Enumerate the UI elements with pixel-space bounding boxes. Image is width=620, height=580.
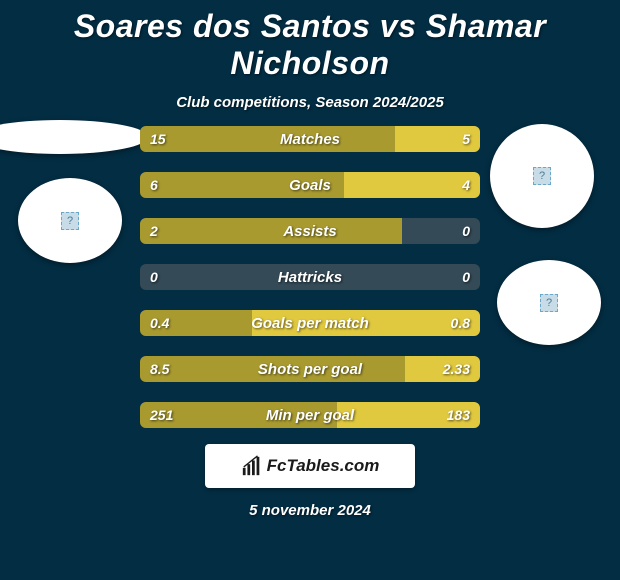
player1-team-badge: ?: [18, 178, 122, 263]
branding-text: FcTables.com: [267, 456, 380, 476]
bar-row: 155Matches: [140, 126, 480, 152]
bar-left-fill: [140, 126, 395, 152]
player2-photo: ?: [490, 124, 594, 228]
bar-row: 251183Min per goal: [140, 402, 480, 428]
bar-right-fill: [337, 402, 480, 428]
bar-right-fill: [344, 172, 480, 198]
fctables-logo-icon: [241, 455, 263, 477]
bar-row: 64Goals: [140, 172, 480, 198]
placeholder-icon: ?: [540, 294, 558, 312]
bar-left-fill: [140, 356, 405, 382]
bar-row: 0.40.8Goals per match: [140, 310, 480, 336]
placeholder-icon: ?: [61, 212, 79, 230]
bar-right-fill: [395, 126, 480, 152]
page-title: Soares dos Santos vs Shamar Nicholson: [0, 0, 620, 82]
bar-left-fill: [140, 310, 252, 336]
subtitle: Club competitions, Season 2024/2025: [0, 94, 620, 111]
comparison-bars: 155Matches64Goals20Assists00Hattricks0.4…: [140, 126, 480, 448]
player1-photo: [0, 120, 148, 154]
placeholder-icon: ?: [533, 167, 551, 185]
bar-row: 8.52.33Shots per goal: [140, 356, 480, 382]
date: 5 november 2024: [0, 502, 620, 519]
player2-team-badge: ?: [497, 260, 601, 345]
bar-left-value: 0: [150, 264, 158, 290]
bar-row: 0 0Hattricks: [140, 264, 480, 290]
bar-row: 20Assists: [140, 218, 480, 244]
bar-right-fill: [405, 356, 480, 382]
bar-left-fill: [140, 402, 337, 428]
bar-right-fill: [252, 310, 480, 336]
bar-right-value: 0: [462, 264, 470, 290]
bar-left-fill: [140, 172, 344, 198]
bar-right-value: 0: [462, 218, 470, 244]
branding-badge: FcTables.com: [205, 444, 415, 488]
bar-left-fill: [140, 218, 402, 244]
bar-label: Hattricks: [140, 264, 480, 290]
